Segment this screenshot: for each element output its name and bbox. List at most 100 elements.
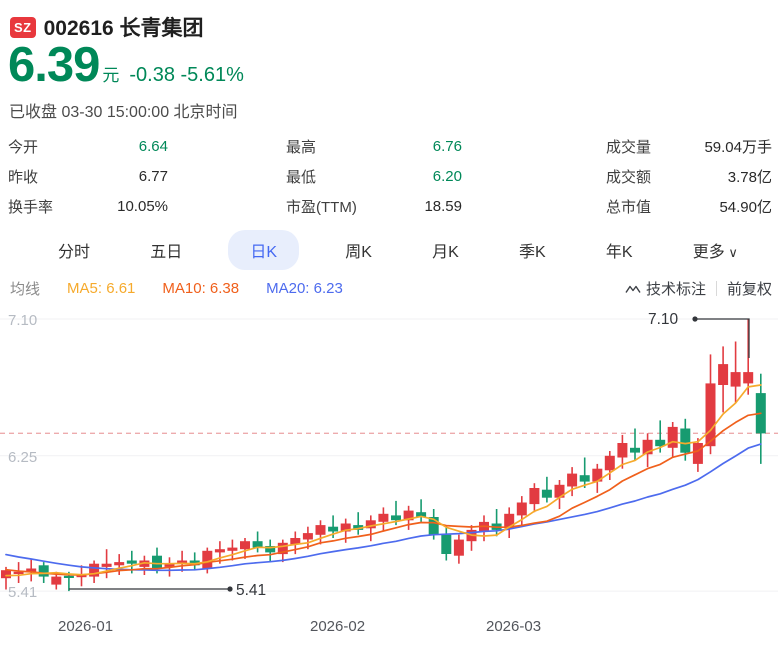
current-price: 6.39 (8, 38, 100, 92)
ma-legend-title: 均线 (10, 281, 41, 298)
candle-body (529, 488, 540, 505)
candle-body (152, 555, 162, 569)
tab-bar: 分时 五日 日K 周K 月K 季K 年K 更多 ∨ (0, 228, 778, 272)
candle-body (504, 513, 515, 529)
candle-body (453, 539, 464, 556)
candle-body (630, 447, 640, 453)
candle-body (604, 455, 615, 471)
candle-body (516, 502, 527, 516)
candle-body (642, 439, 653, 455)
legend-row: 均线 MA5: 6.61 MA10: 6.38 MA20: 6.23 技术标注 … (0, 278, 778, 302)
stats-column: 成交量 59.04万手成交额 3.78亿总市值 54.90亿 (606, 131, 772, 221)
stat-value: 54.90亿 (719, 198, 772, 216)
stat-prev-close: 昨收 6.77 (8, 161, 168, 191)
candle-body (705, 383, 716, 447)
stat-label: 最低 (286, 168, 317, 186)
tab-daily-k[interactable]: 日K (228, 230, 300, 270)
price-row: 6.39 元 -0.38 -5.61% (8, 38, 244, 92)
candle-body (177, 560, 188, 564)
stat-volume: 成交量 59.04万手 (606, 131, 772, 161)
candle-body (328, 526, 339, 532)
candle-body (718, 364, 729, 385)
annotation-line (695, 318, 750, 358)
tab-monthly-k[interactable]: 月K (432, 244, 459, 261)
tab-yearly-k[interactable]: 年K (605, 244, 633, 261)
x-axis-label: 2026-03 (486, 618, 542, 635)
candle-body (76, 575, 87, 578)
stat-value: 6.77 (138, 167, 168, 185)
candle-body (353, 525, 364, 530)
stat-label: 换手率 (8, 198, 54, 216)
candle-body (592, 468, 603, 482)
candle-body (416, 512, 427, 517)
candle-body (302, 533, 313, 540)
stat-low: 最低 6.20 (286, 161, 462, 191)
ma10-legend: MA10: 6.38 (162, 280, 240, 297)
candle-body (667, 426, 678, 448)
candle-body (378, 513, 389, 522)
candle-body (340, 523, 351, 532)
stats-column: 今开 6.64 昨收 6.77 换手率 10.05% (8, 131, 168, 221)
candle-body (655, 439, 666, 447)
candle-body (617, 443, 628, 458)
tab-five-day[interactable]: 五日 (150, 244, 183, 261)
candlestick-chart[interactable]: 7.10 6.25 5.41 7.10 5.41 (0, 306, 778, 610)
candle-body (277, 542, 288, 555)
y-axis-label: 5.41 (8, 584, 37, 601)
chart-area: 7.10 6.25 5.41 7.10 5.41 (0, 306, 778, 610)
candle-body (428, 517, 439, 535)
x-axis-label: 2026-02 (310, 618, 366, 635)
stat-label: 总市值 (606, 198, 652, 216)
candle-body (214, 549, 225, 553)
candle-body (403, 510, 414, 521)
tech-annotation-label: 技术标注 (645, 281, 706, 298)
stat-value: 6.64 (138, 137, 168, 155)
price-unit: 元 (102, 66, 120, 85)
candle-body (391, 515, 401, 521)
stats-grid: 今开 6.64 昨收 6.77 换手率 10.05% 最高 6.76 最低 6.20 市盈(TTM)… (0, 131, 778, 223)
candle-body (101, 563, 112, 567)
candle-body (51, 576, 62, 585)
stat-market-cap: 总市值 54.90亿 (606, 191, 772, 221)
candle-body (63, 575, 74, 578)
tech-annotation-button[interactable]: 技术标注 (625, 278, 706, 299)
stat-high: 最高 6.76 (286, 131, 462, 161)
candle-body (252, 541, 263, 548)
candle-body (13, 571, 24, 574)
exchange-badge: SZ (10, 16, 36, 38)
stats-column: 最高 6.76 最低 6.20 市盈(TTM) 18.59 (286, 131, 462, 221)
chart-tools: 技术标注 前复权 (625, 278, 772, 299)
x-axis-labels: 2026-01 2026-02 2026-03 (0, 618, 778, 640)
annotation-pen-icon (625, 283, 641, 295)
candle-body (114, 562, 125, 566)
tab-quarterly-k[interactable]: 季K (519, 244, 546, 261)
ma20-legend: MA20: 6.23 (266, 280, 343, 297)
forward-adjusted-button[interactable]: 前复权 (727, 278, 772, 299)
price-change: -0.38 -5.61% (129, 64, 244, 86)
candle-body (579, 475, 590, 482)
stat-label: 昨收 (8, 168, 39, 186)
candle-body (680, 428, 691, 453)
tab-weekly-k[interactable]: 周K (345, 244, 372, 261)
stat-label: 最高 (286, 138, 317, 156)
stat-value: 10.05% (117, 197, 168, 215)
candle-body (1, 570, 11, 579)
stock-code-name: 002616 长青集团 (43, 17, 204, 40)
candle-body (692, 443, 703, 464)
stat-label: 成交额 (606, 168, 652, 186)
stat-value: 6.76 (432, 137, 462, 155)
stat-value: 59.04万手 (704, 138, 772, 156)
stat-open: 今开 6.64 (8, 131, 168, 161)
ma5-legend: MA5: 6.61 (67, 280, 136, 297)
tab-more[interactable]: 更多 ∨ (692, 244, 738, 261)
annotation-label: 5.41 (236, 582, 266, 599)
candle-body (26, 568, 37, 572)
ma-legend: 均线 MA5: 6.61 MA10: 6.38 MA20: 6.23 (10, 278, 343, 299)
stat-label: 今开 (8, 138, 39, 156)
ma10-line (5, 412, 762, 576)
tab-minute[interactable]: 分时 (58, 244, 91, 261)
candle-body (743, 372, 754, 384)
stat-value: 3.78亿 (727, 168, 772, 186)
forward-adjusted-label: 前复权 (726, 281, 772, 298)
